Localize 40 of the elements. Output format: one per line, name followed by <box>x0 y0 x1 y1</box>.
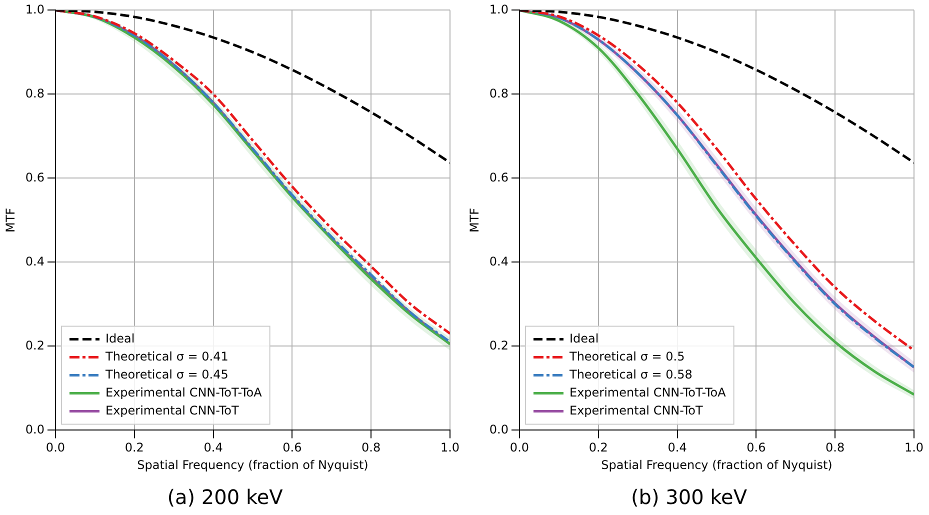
x-tick-label: 0.4 <box>204 440 223 455</box>
legend-label: Experimental CNN-ToT <box>105 403 240 418</box>
y-tick-label: 1.0 <box>489 2 508 16</box>
x-tick-label: 0.6 <box>282 440 302 455</box>
y-tick-label: 0.6 <box>25 170 44 184</box>
x-tick-label: 1.0 <box>904 440 924 455</box>
legend-label: Ideal <box>569 331 599 346</box>
y-tick-label: 0.8 <box>25 86 44 100</box>
text: (a) 200 keV <box>167 485 284 510</box>
y-tick-label: 0.0 <box>489 422 508 436</box>
y-tick-label: 0.6 <box>489 170 508 184</box>
y-tick-label: 0.4 <box>489 254 508 268</box>
legend-label: Theoretical σ = 0.45 <box>104 367 228 382</box>
x-tick-label: 1.0 <box>440 440 460 455</box>
legend-label: Ideal <box>105 331 135 346</box>
legend-label: Experimental CNN-ToT <box>569 403 704 418</box>
legend-label: Experimental CNN-ToT-ToA <box>105 385 263 400</box>
x-tick-label: 0.8 <box>362 440 381 455</box>
x-tick-label: 0.2 <box>588 440 608 455</box>
y-tick-label: 0.8 <box>489 86 508 100</box>
x-axis-title: Spatial Frequency (fraction of Nyquist) <box>137 458 368 472</box>
y-tick-label: 1.0 <box>25 2 44 16</box>
x-axis-title: Spatial Frequency (fraction of Nyquist) <box>601 458 832 472</box>
x-tick-label: 0.6 <box>746 440 766 455</box>
legend-label: Theoretical σ = 0.41 <box>104 349 228 364</box>
x-tick-label: 0.8 <box>826 440 845 455</box>
x-tick-label: 0.0 <box>510 440 530 455</box>
legend-label: Theoretical σ = 0.58 <box>568 367 692 382</box>
y-tick-label: 0.0 <box>25 422 44 436</box>
y-axis-title: MTF <box>3 208 18 232</box>
x-tick-label: 0.0 <box>46 440 66 455</box>
legend-label: Theoretical σ = 0.5 <box>568 349 685 364</box>
y-tick-label: 0.2 <box>25 338 44 352</box>
y-tick-label: 0.4 <box>25 254 44 268</box>
y-axis-title: MTF <box>467 208 482 232</box>
y-tick-label: 0.2 <box>489 338 508 352</box>
x-tick-label: 0.2 <box>124 440 144 455</box>
x-tick-label: 0.4 <box>668 440 687 455</box>
legend-label: Experimental CNN-ToT-ToA <box>569 385 727 400</box>
text: (b) 300 keV <box>630 485 748 510</box>
